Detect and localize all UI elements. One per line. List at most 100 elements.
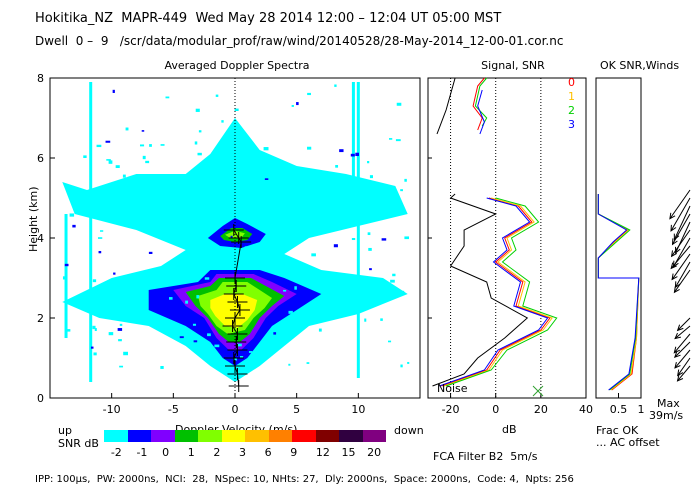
wind-vector-shaft <box>674 349 691 369</box>
wind-vector-shaft <box>673 205 691 240</box>
colorbar-swatch <box>127 430 151 442</box>
wind-vector-shaft <box>674 341 691 358</box>
spectra-speckle <box>183 267 189 271</box>
spectra-speckle <box>93 352 97 356</box>
spectra-speckle <box>283 289 287 292</box>
wind-vector-shaft <box>674 325 691 339</box>
spectra-speckle <box>165 96 170 99</box>
wind-vector-head <box>676 374 684 382</box>
spectra-speckle <box>155 198 158 201</box>
signal-series-snr-0 <box>441 197 551 387</box>
wind-vector-head <box>674 361 681 369</box>
colorbar-tick-label: -2 <box>110 446 122 459</box>
spectra-speckle <box>407 361 410 364</box>
spectra-speckle <box>294 286 297 290</box>
spectra-speckle <box>381 238 387 241</box>
wind-vector-shaft <box>677 365 691 382</box>
spectra-speckle <box>324 180 327 183</box>
wind-vector-head <box>676 324 684 332</box>
spectra-speckle <box>90 346 94 349</box>
spectra-speckle <box>264 178 269 180</box>
spectra-speckle <box>143 175 146 178</box>
spectra-speckle <box>163 330 166 333</box>
ok-lines <box>597 194 640 391</box>
spectra-speckle <box>253 359 257 362</box>
ok-x-tick-label: 1 <box>638 403 645 416</box>
spectra-speckle <box>112 89 115 93</box>
spectra-speckle <box>373 208 378 212</box>
spectra-speckle <box>324 306 328 310</box>
signal-series-snr-2 <box>445 197 558 387</box>
spectra-speckle <box>64 263 69 267</box>
signal-upper-segment-1 <box>472 77 485 131</box>
spectra-speckle <box>115 165 120 169</box>
spectra-speckle <box>339 149 344 153</box>
wind-vector-head <box>670 250 678 258</box>
spectra-speckle <box>225 213 230 216</box>
spectra-speckle <box>108 332 114 336</box>
spectra-speckle <box>119 323 123 326</box>
spectra-speckle <box>254 204 257 208</box>
colorbar-swatch <box>362 430 386 442</box>
spectra-speckle <box>288 363 291 366</box>
colorbar-tick-label: 2 <box>213 446 221 459</box>
spectra-speckle <box>402 290 405 294</box>
spectra-speckle <box>343 206 347 210</box>
spectra-speckle <box>233 357 237 361</box>
spectra-speckle <box>208 189 211 192</box>
spectra-speckle <box>371 204 374 207</box>
spectra-speckle <box>218 156 222 160</box>
spectra-speckle <box>380 318 383 321</box>
y-tick-label: 8 <box>37 72 44 85</box>
spectra-speckle <box>198 171 203 174</box>
wind-vector-head <box>675 246 681 254</box>
frac-ok-label: Frac OK <box>596 424 639 437</box>
spectra-speckle <box>404 236 410 240</box>
spectra-speckle <box>395 139 401 142</box>
ok-legend-2: 2 <box>568 104 575 117</box>
noise-marker <box>532 385 544 397</box>
wind-vector-shaft <box>673 237 691 267</box>
spectra-speckle <box>296 102 299 106</box>
spectra-speckle <box>350 153 355 157</box>
spectra-speckle <box>169 297 173 300</box>
spectra-speckle <box>197 152 202 156</box>
colorbar-tick-label: 3 <box>239 446 246 459</box>
x-tick-label: 0 <box>232 403 239 416</box>
x-tick-label: -5 <box>168 403 179 416</box>
spectra-speckle <box>118 339 122 342</box>
height-axis-label: Height (km) <box>27 186 40 252</box>
spectra-speckle <box>215 94 219 97</box>
ok-axes: 0.5 1 <box>610 393 645 416</box>
spectra-speckle <box>94 328 97 332</box>
colorbar-tick-label: 12 <box>315 446 330 459</box>
signal-snr-panel: Signal, SNR -20 0 20 40 Noise <box>427 59 593 416</box>
spectra-speckle <box>232 351 236 354</box>
spectra-speckle <box>194 141 198 145</box>
spectra-speckle <box>185 251 190 255</box>
spectra-speckle <box>163 321 166 324</box>
spectra-speckle <box>369 268 372 271</box>
ac-offset-label: ... AC offset <box>596 436 660 449</box>
colorbar-tick-label: 0 <box>162 446 170 459</box>
spectra-speckle <box>389 138 393 140</box>
wind-vector-shaft <box>677 317 691 331</box>
spectra-speckle <box>132 189 136 192</box>
wind-vector-shaft <box>671 229 691 257</box>
max-value: 39m/s <box>649 409 684 422</box>
snr-colorbar <box>104 430 386 442</box>
max-label: Max <box>657 397 680 410</box>
wind-vector-head <box>673 346 681 354</box>
spectra-speckle <box>291 104 294 107</box>
signal-upper-segment-3 <box>477 89 485 135</box>
header-title: Hokitika_NZ MAPR-449 Wed May 28 2014 12:… <box>35 11 502 26</box>
colorbar-tick-label: 9 <box>290 446 298 459</box>
spectra-speckle <box>314 287 320 291</box>
spectra-speckle <box>358 222 363 225</box>
snr-colorbar-ticks: -2 -1 0 1 2 3 6 9 12 15 20 <box>104 446 386 460</box>
spectra-speckle <box>92 325 96 330</box>
header-file: Dwell 0 – 9 /scr/data/modular_prof/raw/w… <box>35 34 564 48</box>
colorbar-swatch <box>339 430 363 442</box>
wind-vector-shaft <box>673 333 691 353</box>
